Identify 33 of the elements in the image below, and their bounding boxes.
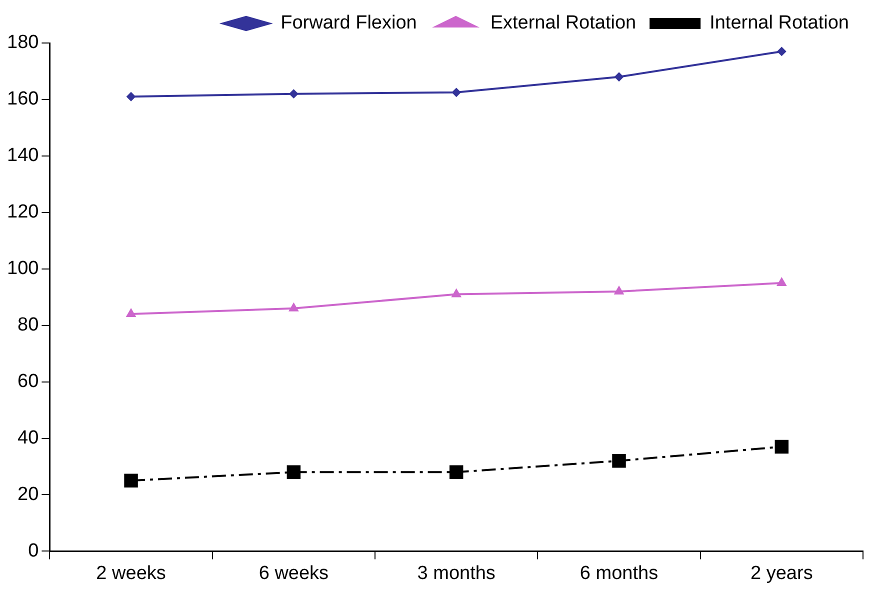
legend-label: Forward Flexion	[280, 12, 417, 34]
point	[614, 72, 624, 82]
y-tick-label: 0	[28, 540, 39, 562]
point	[286, 465, 301, 480]
y-tick-label: 160	[7, 88, 39, 110]
point	[124, 474, 138, 488]
x-tick-label: 2 years	[750, 562, 813, 584]
point	[452, 88, 461, 97]
x-tick-label: 2 weeks	[96, 562, 166, 584]
y-tick-label: 120	[7, 202, 39, 223]
y-tick-label: 100	[7, 258, 39, 280]
x-tick-label: 6 weeks	[258, 562, 329, 584]
y-tick-label: 40	[18, 428, 39, 448]
y-tick-label: 180	[7, 32, 39, 54]
y-tick-label: 20	[18, 484, 39, 505]
x-tick-label: 6 months	[580, 562, 658, 584]
point	[289, 89, 298, 98]
y-tick-label: 140	[7, 145, 39, 166]
point	[452, 288, 462, 298]
legend-label: Internal Rotation	[710, 12, 849, 34]
point	[288, 302, 299, 312]
point	[776, 277, 786, 286]
point	[126, 92, 136, 102]
point	[449, 465, 464, 480]
y-tick-label: 60	[18, 371, 39, 392]
point	[777, 46, 786, 56]
x-tick-label: 3 months	[417, 562, 496, 584]
point	[614, 286, 624, 294]
point	[126, 308, 136, 318]
y-tick-label: 80	[18, 314, 39, 336]
point	[774, 440, 789, 454]
legend-label: External Rotation	[490, 12, 636, 34]
point	[612, 454, 626, 468]
